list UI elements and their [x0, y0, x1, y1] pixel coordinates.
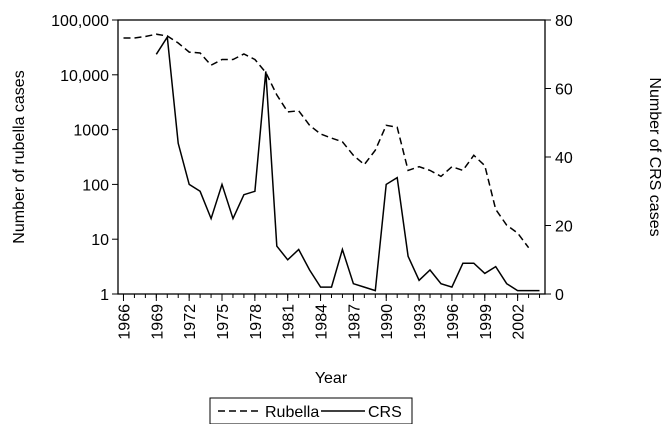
y2-tick-label: 60	[555, 82, 573, 99]
x-tick-label: 1969	[149, 304, 166, 340]
x-tick-label: 1966	[116, 304, 133, 340]
y-axis-title: Number of rubella cases	[11, 70, 28, 243]
x-tick-label: 1996	[445, 304, 462, 340]
y-tick-label: 100	[82, 177, 109, 194]
y-tick-label: 10	[91, 232, 109, 249]
y-tick-label: 10,000	[60, 68, 109, 85]
y2-axis-title: Number of CRS cases	[646, 77, 662, 236]
x-axis-title: Year	[315, 370, 348, 387]
x-tick-label: 1999	[478, 304, 495, 340]
x-tick-label: 1990	[379, 304, 396, 340]
x-tick-label: 2002	[511, 304, 528, 340]
series-line	[155, 34, 540, 292]
series-line	[123, 33, 530, 249]
y-tick-label: 100,000	[51, 13, 109, 30]
x-tick-label: 1987	[346, 304, 363, 340]
y2-tick-label: 40	[555, 150, 573, 167]
x-tick-label: 1972	[182, 304, 199, 340]
y2-tick-label: 0	[555, 287, 564, 304]
x-tick-label: 1975	[215, 304, 232, 340]
y-tick-label: 1000	[73, 123, 109, 140]
x-tick-label: 1993	[412, 304, 429, 340]
y-tick-label: 1	[100, 287, 109, 304]
legend-label: CRS	[368, 404, 402, 421]
y2-tick-label: 20	[555, 219, 573, 236]
x-tick-label: 1984	[314, 304, 331, 340]
legend-label: Rubella	[265, 404, 319, 421]
y2-tick-label: 80	[555, 13, 573, 30]
x-tick-label: 1978	[248, 304, 265, 340]
x-tick-label: 1981	[281, 304, 298, 340]
